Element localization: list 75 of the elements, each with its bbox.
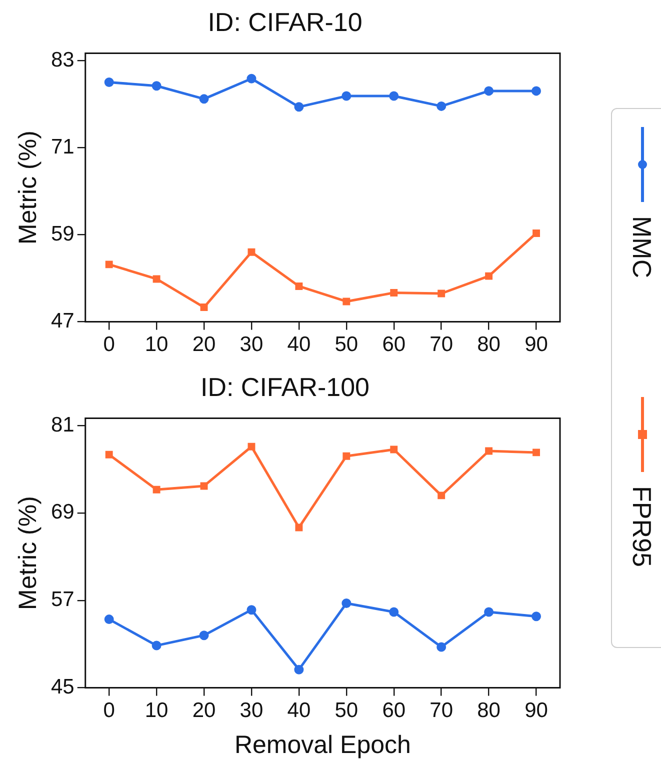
x-tick-label: 60 — [382, 699, 406, 722]
point — [248, 442, 256, 450]
point — [342, 91, 352, 101]
point — [438, 290, 446, 298]
point — [248, 248, 256, 256]
point — [200, 304, 208, 312]
y-tick-label: 83 — [51, 48, 74, 72]
point — [436, 101, 446, 111]
y-tick-label: 71 — [51, 135, 74, 158]
x-tick-label: 30 — [240, 333, 264, 356]
point — [389, 607, 399, 617]
x-tick-label: 70 — [430, 333, 454, 356]
text: FPR95 — [626, 486, 657, 567]
x-tick-label: 10 — [144, 699, 168, 722]
point — [152, 486, 160, 494]
x-tick-label: 50 — [334, 333, 358, 356]
x-tick-label: 20 — [192, 333, 216, 356]
point — [532, 86, 542, 96]
y-tick-label: 59 — [51, 222, 74, 246]
x-tick-label: 80 — [477, 333, 500, 356]
x-tick-label: 50 — [334, 699, 358, 722]
x-tick-label: 10 — [144, 333, 168, 356]
point — [246, 605, 256, 615]
x-tick-label: 20 — [192, 699, 216, 722]
point — [485, 272, 493, 280]
x-tick-label: 40 — [287, 699, 311, 722]
point — [104, 614, 114, 624]
point — [342, 598, 352, 608]
point — [105, 260, 113, 268]
chart-title: ID: CIFAR-100 — [200, 372, 370, 402]
chart-title: ID: CIFAR-10 — [208, 6, 362, 37]
y-axis-title: Metric (%) — [14, 496, 42, 610]
x-axis-title: Removal Epoch — [234, 730, 411, 759]
text: MMC — [626, 216, 657, 278]
point — [105, 450, 113, 458]
point — [246, 74, 256, 84]
x-tick-label: 90 — [524, 333, 548, 356]
point — [199, 94, 209, 104]
point — [390, 446, 398, 454]
point — [200, 482, 208, 490]
point — [152, 275, 160, 283]
point — [294, 102, 304, 112]
point — [436, 642, 446, 652]
point — [485, 447, 493, 455]
x-tick-label: 60 — [382, 333, 406, 356]
x-tick-label: 80 — [477, 699, 500, 722]
point — [532, 230, 540, 237]
point — [342, 298, 350, 306]
point — [484, 607, 494, 617]
y-tick-label: 45 — [51, 676, 74, 699]
point — [152, 640, 162, 650]
point — [295, 282, 303, 290]
y-tick-label: 69 — [51, 500, 74, 524]
point — [295, 524, 303, 532]
point — [342, 452, 350, 460]
point — [484, 86, 494, 96]
point — [390, 289, 398, 296]
x-tick-label: 40 — [287, 333, 311, 356]
x-tick-label: 70 — [430, 699, 454, 722]
x-tick-label: 0 — [103, 333, 115, 356]
y-tick-label: 47 — [51, 310, 74, 333]
y-axis-title: Metric (%) — [14, 130, 42, 244]
point — [104, 77, 114, 87]
point — [389, 91, 399, 101]
point — [438, 492, 446, 500]
y-tick-label: 81 — [51, 413, 74, 436]
point — [199, 630, 209, 640]
y-tick-label: 57 — [51, 588, 74, 612]
point — [294, 664, 304, 674]
x-tick-label: 90 — [524, 699, 548, 722]
point — [532, 612, 542, 622]
x-tick-label: 30 — [240, 699, 264, 722]
point — [532, 448, 540, 456]
x-tick-label: 0 — [103, 699, 115, 722]
point — [152, 81, 162, 91]
